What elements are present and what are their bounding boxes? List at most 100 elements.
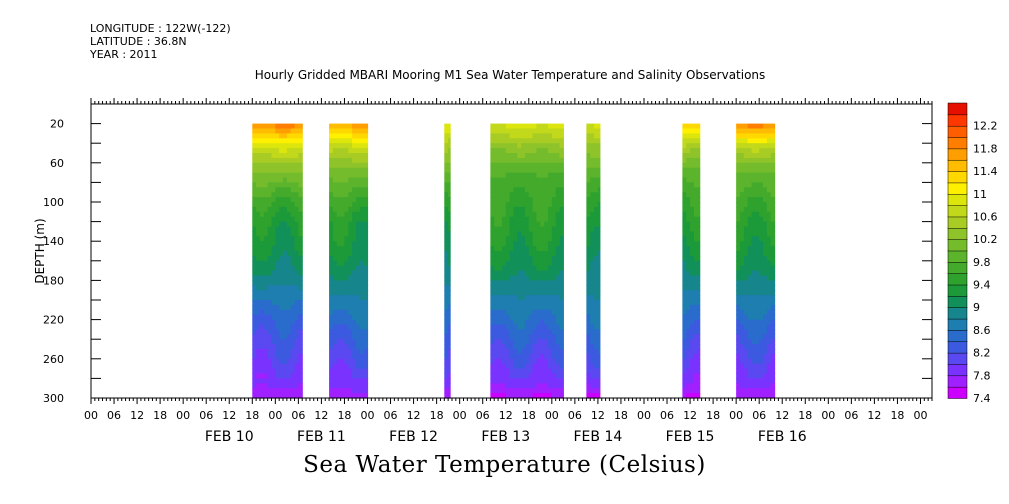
heatmap-cell — [444, 162, 449, 169]
heatmap-cell — [490, 334, 495, 340]
heatmap-cell — [490, 373, 495, 379]
heatmap-cell — [509, 251, 515, 257]
heatmap-cell — [759, 251, 764, 257]
heatmap-cell — [513, 251, 518, 257]
heatmap-cell — [498, 344, 503, 350]
heatmap-cell — [290, 363, 296, 370]
heatmap-cell — [555, 319, 561, 326]
heatmap-cell — [275, 211, 280, 218]
heatmap-cell — [298, 172, 303, 179]
heatmap-cell — [697, 251, 701, 257]
heatmap-cell — [501, 153, 507, 159]
heatmap-cell — [686, 319, 691, 326]
heatmap-cell — [256, 177, 261, 183]
heatmap-cell — [505, 388, 511, 394]
heatmap-cell — [501, 157, 507, 164]
heatmap-cell — [348, 255, 353, 262]
heatmap-cell — [344, 182, 349, 188]
heatmap-cell — [751, 226, 756, 232]
heatmap-cell — [759, 300, 764, 306]
heatmap-cell — [517, 177, 522, 183]
heatmap-cell — [759, 353, 764, 360]
heatmap-cell — [363, 295, 369, 301]
heatmap-cell — [532, 393, 538, 399]
heatmap-cell — [363, 216, 369, 223]
heatmap-cell — [524, 216, 530, 223]
heatmap-cell — [294, 319, 299, 326]
heatmap-cell — [594, 133, 599, 139]
heatmap-cell — [283, 162, 288, 169]
heatmap-cell — [444, 290, 449, 296]
heatmap-cell — [747, 177, 753, 183]
heatmap-cell — [590, 300, 595, 306]
heatmap-cell — [590, 148, 595, 154]
heatmap-cell — [498, 378, 503, 384]
heatmap-cell — [697, 329, 701, 335]
heatmap-cell — [590, 329, 595, 335]
heatmap-cell — [686, 138, 691, 144]
heatmap-cell — [505, 221, 511, 228]
heatmap-cell — [559, 275, 564, 281]
heatmap-cell — [286, 329, 292, 335]
heatmap-cell — [528, 353, 534, 360]
heatmap-cell — [755, 231, 760, 237]
heatmap-cell — [505, 157, 511, 164]
heatmap-cell — [559, 197, 564, 203]
heatmap-cell — [348, 393, 353, 399]
heatmap-cell — [528, 216, 534, 223]
heatmap-cell — [597, 197, 601, 203]
heatmap-cell — [540, 148, 545, 154]
heatmap-cell — [336, 378, 342, 384]
heatmap-cell — [279, 285, 284, 291]
heatmap-cell — [501, 319, 507, 326]
heatmap-cell — [544, 226, 549, 232]
heatmap-cell — [551, 182, 557, 188]
heatmap-cell — [528, 231, 534, 237]
heatmap-cell — [352, 148, 357, 154]
heatmap-cell — [336, 363, 342, 370]
heatmap-cell — [498, 157, 503, 164]
heatmap-cell — [551, 251, 557, 257]
heatmap-cell — [513, 202, 518, 208]
heatmap-cell — [352, 285, 357, 291]
heatmap-cell — [348, 339, 353, 345]
heatmap-cell — [682, 383, 687, 389]
heatmap-cell — [275, 123, 280, 130]
heatmap-cell — [751, 388, 756, 394]
heatmap-cell — [505, 211, 511, 218]
heatmap-cell — [336, 231, 342, 237]
heatmap-cell — [448, 197, 451, 203]
heatmap-cell — [344, 383, 349, 389]
heatmap-cell — [759, 123, 764, 130]
heatmap-cell — [736, 358, 741, 365]
heatmap-cell — [517, 388, 522, 394]
heatmap-cell — [348, 368, 353, 375]
y-tick-label: 100 — [43, 196, 64, 209]
heatmap-cell — [298, 280, 303, 286]
heatmap-cell — [697, 192, 701, 198]
heatmap-cell — [544, 187, 549, 193]
heatmap-cell — [279, 241, 284, 247]
heatmap-cell — [521, 187, 526, 193]
heatmap-cell — [544, 329, 549, 335]
heatmap-cell — [590, 255, 595, 262]
heatmap-cell — [528, 309, 534, 316]
heatmap-cell — [739, 177, 745, 183]
heatmap-cell — [444, 265, 449, 272]
colorbar-swatch — [947, 284, 968, 297]
heatmap-cell — [290, 167, 296, 174]
heatmap-cell — [532, 339, 538, 345]
heatmap-cell — [359, 226, 365, 232]
heatmap-cell — [298, 167, 303, 174]
heatmap-cell — [298, 270, 303, 277]
heatmap-cell — [697, 172, 701, 179]
heatmap-cell — [540, 246, 545, 252]
heatmap-cell — [501, 251, 507, 257]
heatmap-cell — [267, 378, 273, 384]
heatmap-cell — [509, 339, 515, 345]
heatmap-cell — [690, 177, 695, 183]
heatmap-cell — [755, 314, 760, 321]
heatmap-cell — [743, 192, 749, 198]
heatmap-cell — [298, 241, 303, 247]
heatmap-cell — [263, 368, 269, 375]
